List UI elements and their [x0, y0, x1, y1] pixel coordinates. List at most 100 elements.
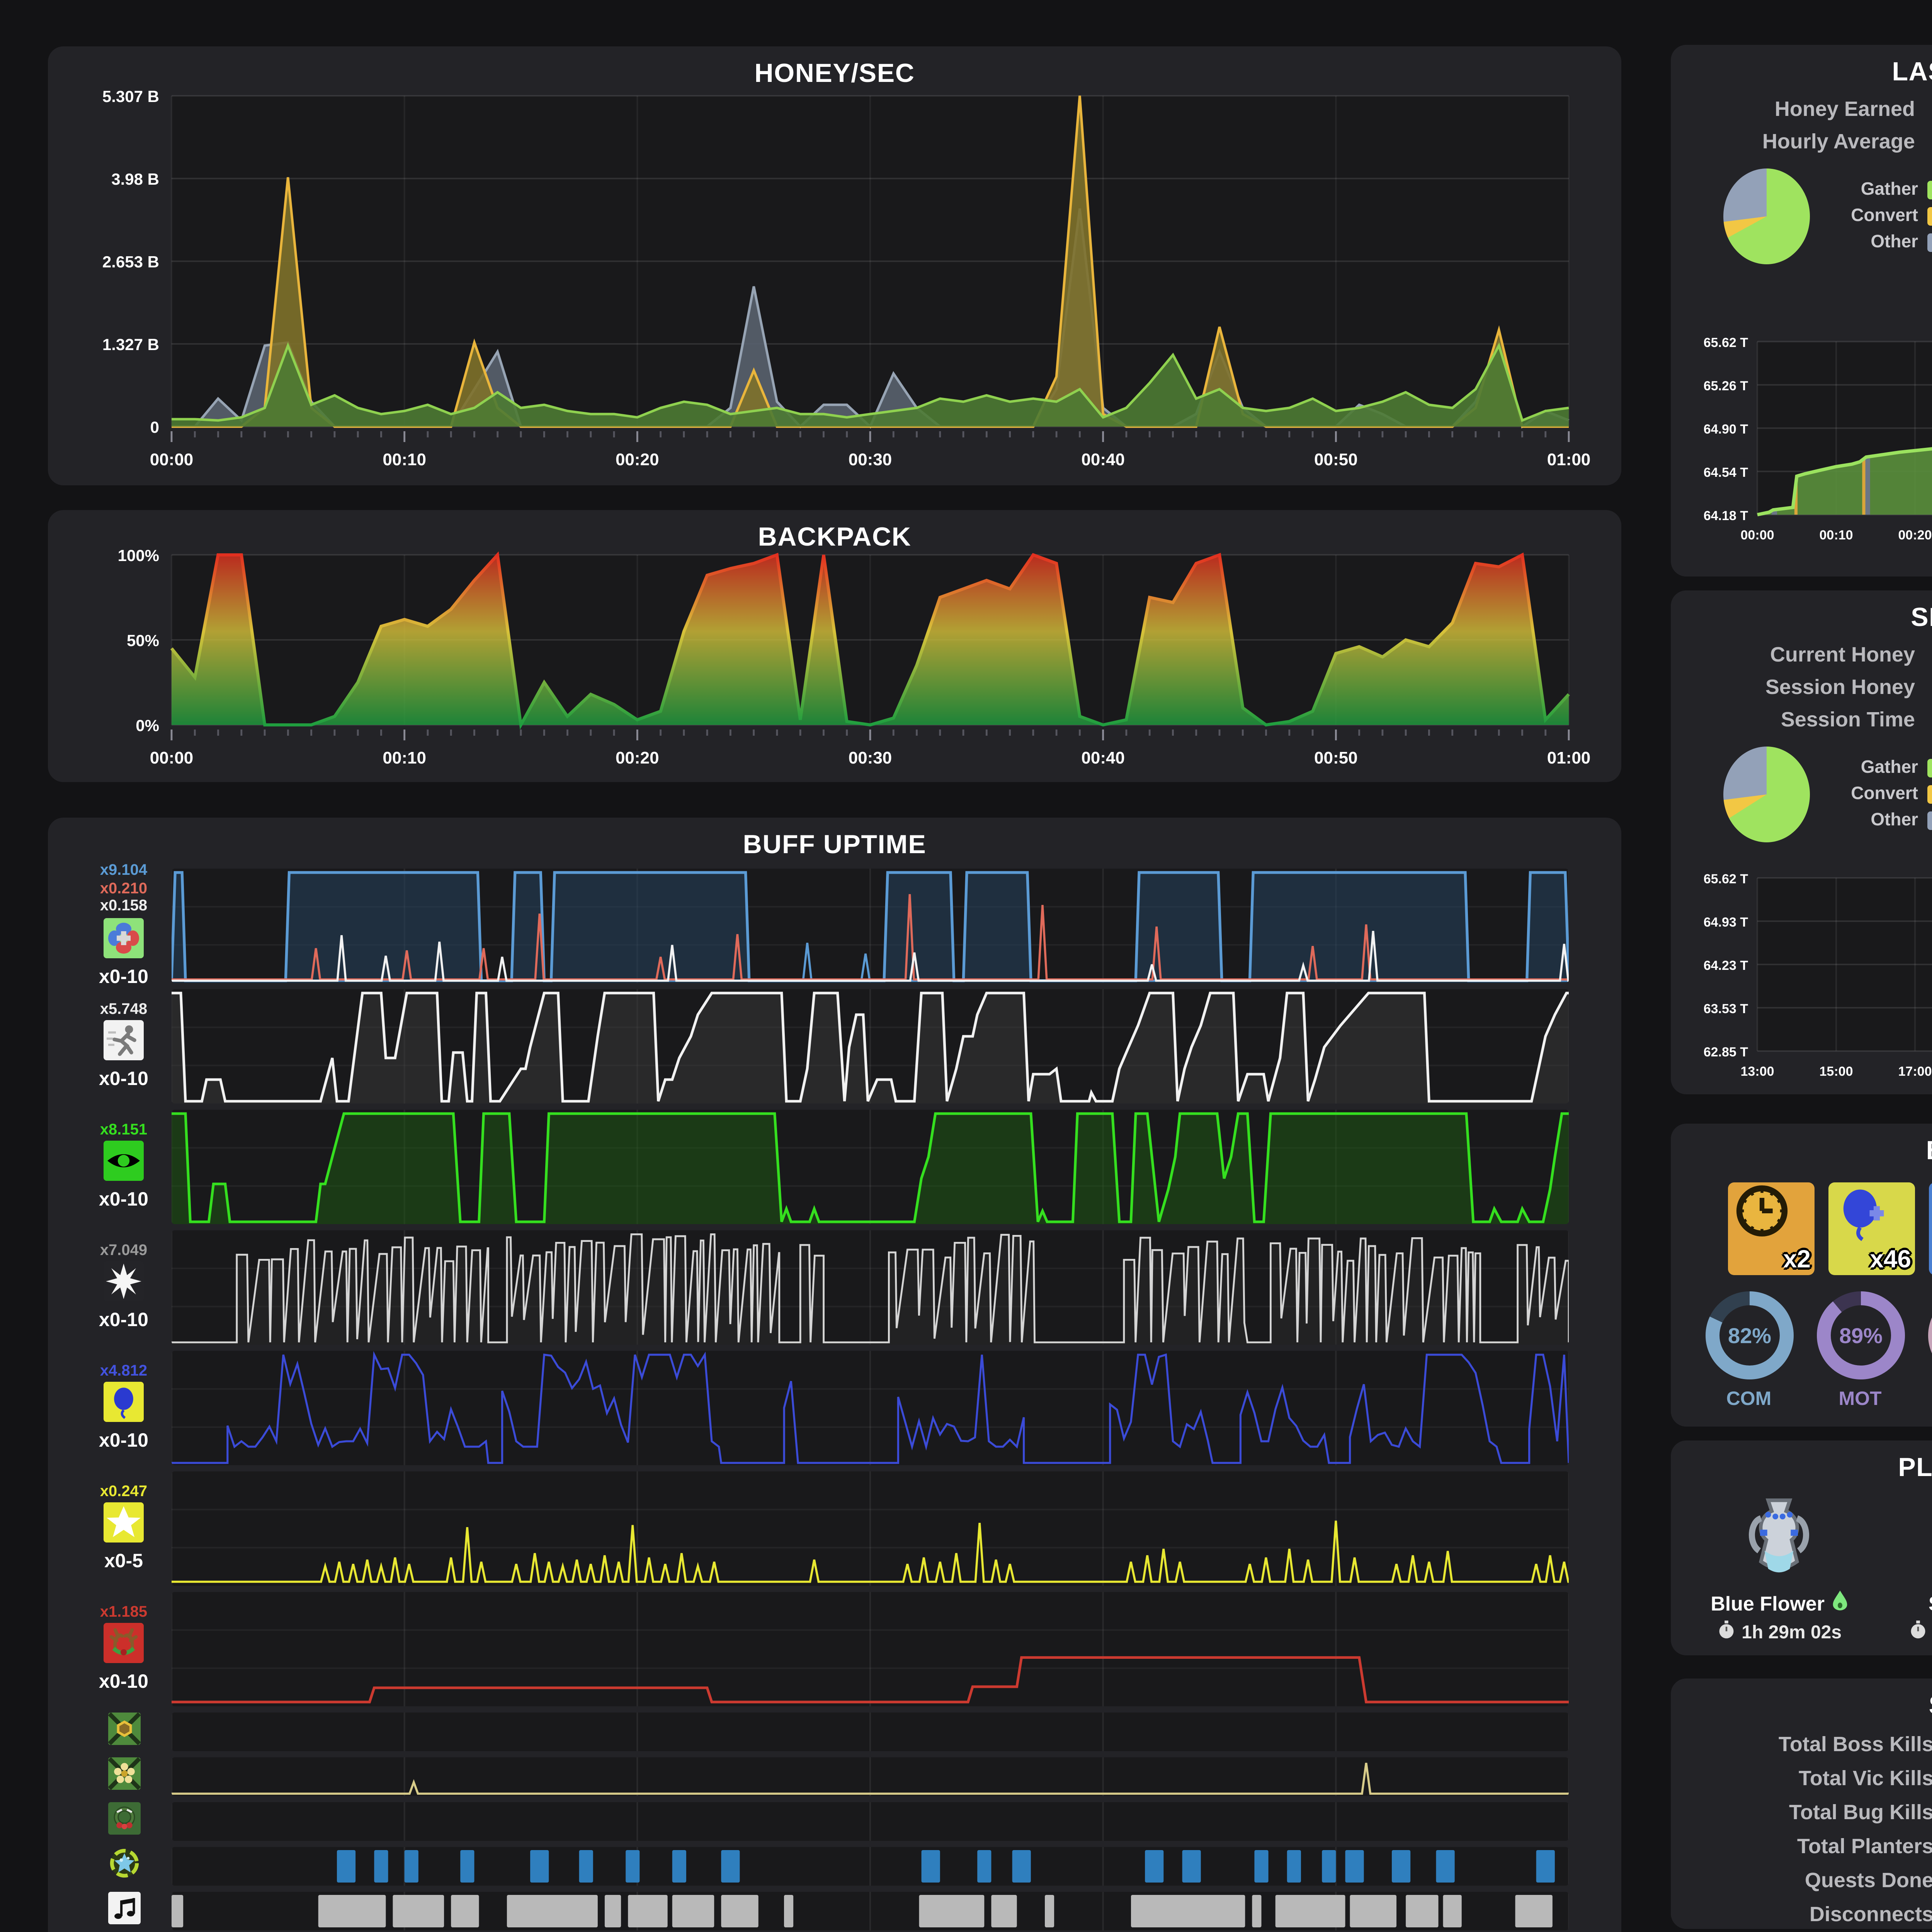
- pie-legend-row-other: Other00:16:1727%: [1838, 233, 1932, 252]
- buff-row-chart-haste: [172, 989, 1569, 1104]
- svg-text:13:00: 13:00: [1741, 1064, 1774, 1079]
- svg-text:65.62 T: 65.62 T: [1704, 872, 1748, 886]
- buff-range-label: x0-10: [99, 1189, 148, 1211]
- buffs-title: BUFFS: [1671, 1124, 1932, 1167]
- planter-timer: 1h 29m 02s: [1880, 1620, 1932, 1645]
- svg-text:64.54 T: 64.54 T: [1704, 465, 1748, 480]
- buff-tiles: x2x46x6.00x1.16x1: [1671, 1182, 1932, 1275]
- planter-spider: Spider 1h 29m 02s: [1880, 1493, 1932, 1645]
- legend-label: Other: [1871, 233, 1918, 252]
- backpack-chart-svg: 100% 50% 0% 00:00 00:10 00:20 00:30 00:40 00:50 0…: [118, 546, 1591, 767]
- legend-swatch: [1927, 785, 1932, 804]
- backpack-chart: 100% 50% 0% 00:00 00:10 00:20 00:30 00:40 00:50 0…: [54, 546, 1615, 790]
- legend-label: Convert: [1851, 207, 1918, 226]
- session-pie-chart: [1723, 747, 1810, 842]
- svg-text:1.327 B: 1.327 B: [102, 335, 159, 354]
- stat-rows: Total Boss Kills0 Total Vic Kills0 Total B…: [1671, 1733, 1932, 1926]
- buff-row-chart-flower-field: [172, 1757, 1569, 1796]
- buff-range-label: x0-10: [99, 1068, 148, 1090]
- svg-text:00:20: 00:20: [1898, 528, 1932, 543]
- buff-row-icon-stack: [79, 1801, 168, 1841]
- pie-legend-row-convert: Convert00:10:327%: [1838, 785, 1932, 804]
- stat-label: Session Honey: [1765, 675, 1915, 699]
- svg-text:2.653 B: 2.653 B: [102, 253, 159, 271]
- buff-multiplier-label: x8.151: [100, 1122, 148, 1139]
- svg-text:65.26 T: 65.26 T: [1704, 379, 1748, 393]
- stat-line-session-honey: Session Honey2.782 T: [1671, 675, 1932, 699]
- buff-multiplier-label: x9.104: [100, 863, 148, 880]
- buff-row-chart-field-boost: [172, 869, 1569, 983]
- buff-row-flower-field: [54, 1756, 1615, 1796]
- blue-flower-planter-icon: [1688, 1493, 1871, 1587]
- svg-text:89%: 89%: [1838, 1323, 1882, 1348]
- buff-row-antlers: x1.185 x0-10: [54, 1592, 1615, 1706]
- gauge-com: 82% COM: [1701, 1287, 1797, 1410]
- lh-mini-svg: 65.62 T 65.26 T 64.90 T 64.54 T 64.18 T 00:00…: [1704, 335, 1932, 543]
- last-hour-stats: Honey Earned1.444 T▲ Hourly Average1.042 …: [1671, 97, 1932, 153]
- legend-swatch: [1927, 207, 1932, 226]
- svg-text:00:10: 00:10: [383, 450, 426, 469]
- gauge-label: SAT: [1923, 1388, 1932, 1410]
- svg-text:00:20: 00:20: [616, 748, 659, 767]
- buff-tile-balloon-plus-icon: x46: [1828, 1182, 1914, 1275]
- starburst-icon: [104, 1262, 144, 1302]
- buff-row-chart-star-shrine: [172, 1847, 1569, 1886]
- eye-icon: [104, 1141, 144, 1189]
- buff-row-icon-stack: x1.185 x0-10: [79, 1592, 168, 1706]
- stat-label: Session Time: [1781, 708, 1915, 731]
- runner-icon: [104, 1020, 144, 1068]
- svg-text:00:00: 00:00: [150, 748, 194, 767]
- buff-multiplier-label: x0.210: [100, 881, 148, 898]
- buff-uptime-panel: BUFF UPTIME x9.104 x0.210 x0.158 x0-10 x5.74…: [48, 818, 1621, 1932]
- svg-text:00:30: 00:30: [849, 450, 892, 469]
- svg-text:5.307 B: 5.307 B: [102, 87, 159, 105]
- buff-row-star: x0.247 x0-5: [54, 1471, 1615, 1586]
- buff-range-label: x0-10: [99, 966, 148, 987]
- last-hour-mini-chart: 65.62 T 65.26 T 64.90 T 64.54 T 64.18 T 00:00…: [1686, 335, 1932, 575]
- buff-row-icon-stack: [79, 1891, 168, 1930]
- buff-row-icon-stack: x8.151 x0-10: [79, 1110, 168, 1224]
- svg-text:3.98 B: 3.98 B: [111, 170, 159, 188]
- star-icon: [104, 1503, 144, 1551]
- buff-row-chart-balloon: [172, 1351, 1569, 1465]
- last-hour-pie-block: Gather00:39:5967% Convert00:03:446% Other0…: [1671, 168, 1932, 264]
- session-title: SESSION: [1911, 603, 1932, 632]
- last-hour-card: LAST HOUR Honey Earned1.444 T▲ Hourly Ave…: [1671, 45, 1932, 577]
- star-badge-icon: [107, 1846, 140, 1886]
- planter-timer: 1h 29m 02s: [1688, 1620, 1871, 1645]
- legend-label: Gather: [1861, 759, 1918, 777]
- buff-row-haste: x5.748 x0-10: [54, 989, 1615, 1104]
- star-badge-icon: [109, 1848, 138, 1877]
- planter-name: Blue Flower: [1688, 1590, 1871, 1615]
- buff-uptime-title: BUFF UPTIME: [743, 830, 927, 859]
- buffs-card: BUFFS x2x46x6.00x1.16x1 82%COM89%MOT97%S…: [1671, 1124, 1932, 1427]
- stat-row-total-planters: Total Planters6▲3: [1671, 1835, 1932, 1858]
- backpack-panel: BACKPACK 100% 50% 0% 00:00 00:10 00:20 00:30 00…: [48, 510, 1621, 782]
- stat-label: Total Boss Kills: [1778, 1733, 1932, 1756]
- gauge-ring-com: 82%: [1705, 1291, 1793, 1379]
- buff-row-honeycomb-field: [54, 1711, 1615, 1751]
- buff-tile-bubbles-icon: x6.00: [1928, 1182, 1932, 1275]
- se-mini-svg: 65.62 T 64.93 T 64.23 T 63.53 T 62.85 T 13:00…: [1704, 872, 1932, 1079]
- svg-text:0: 0: [150, 418, 159, 436]
- clock-icon: [1727, 1185, 1795, 1250]
- pie-legend-row-gather: Gather01:46:2966%: [1838, 759, 1932, 777]
- buff-multiplier-label: x0.158: [100, 898, 148, 915]
- stat-row-disconnects: Disconnects0: [1671, 1903, 1932, 1926]
- svg-text:00:00: 00:00: [1741, 528, 1774, 543]
- buff-uptime-rows: x9.104 x0.210 x0.158 x0-10 x5.748 x0-10 x8.151…: [54, 864, 1615, 1932]
- stat-line-hourly-average: Hourly Average1.042 T(+31%): [1671, 130, 1932, 153]
- stat-label: Hourly Average: [1762, 130, 1915, 153]
- svg-text:64.18 T: 64.18 T: [1704, 509, 1748, 523]
- stat-label: Disconnects: [1809, 1903, 1932, 1926]
- buff-row-chart-honeycomb-field: [172, 1713, 1569, 1751]
- wreath-icon: [107, 1801, 140, 1834]
- session-pie-legend: Gather01:46:2966% Convert00:10:327% Other0…: [1838, 751, 1932, 838]
- buff-row-balloon: x4.812 x0-10: [54, 1351, 1615, 1465]
- svg-text:00:00: 00:00: [150, 450, 194, 469]
- svg-text:15:00: 15:00: [1820, 1064, 1853, 1079]
- planter-name-text: Spider: [1929, 1591, 1932, 1614]
- gauge-sat: 97% SAT: [1923, 1287, 1932, 1410]
- gauge-ring-mot: 89%: [1816, 1291, 1904, 1379]
